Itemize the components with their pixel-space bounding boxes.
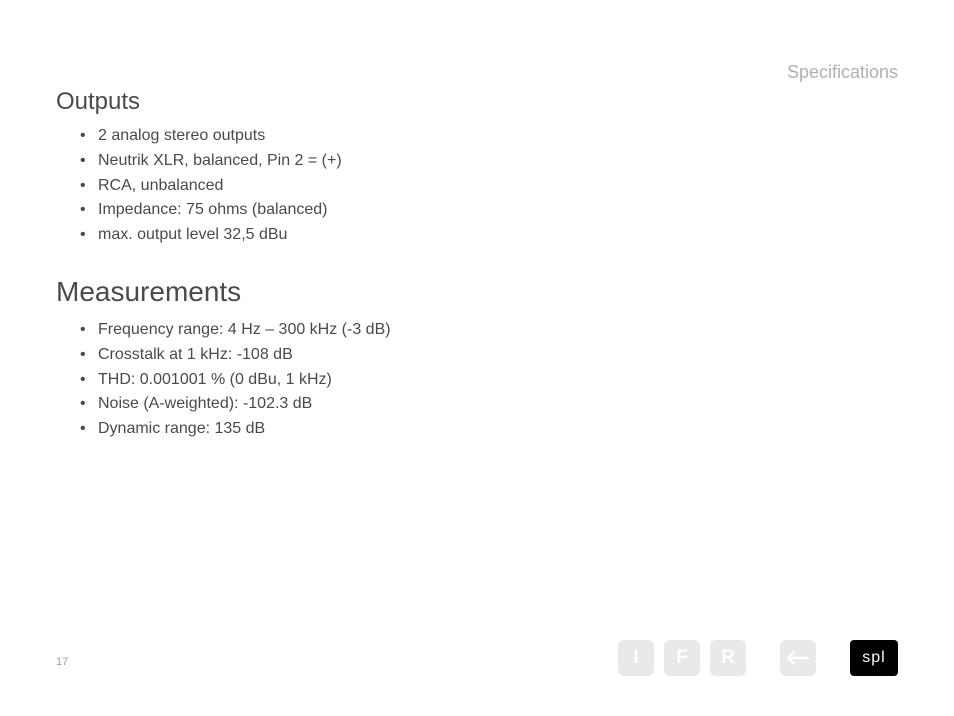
footer-badges: I F R spl [618, 640, 898, 676]
list-item: Frequency range: 4 Hz – 300 kHz (-3 dB) [98, 318, 676, 343]
list-item: 2 analog stereo outputs [98, 124, 676, 149]
list-item: Noise (A-weighted): -102.3 dB [98, 392, 676, 417]
list-item: max. output level 32,5 dBu [98, 223, 676, 248]
list-item: Dynamic range: 135 dB [98, 417, 676, 442]
list-item: RCA, unbalanced [98, 174, 676, 199]
badge-r[interactable]: R [710, 640, 746, 676]
spl-logo: spl [850, 640, 898, 676]
measurements-list: Frequency range: 4 Hz – 300 kHz (-3 dB) … [56, 318, 676, 442]
badge-spacer [826, 640, 840, 676]
content-area: Outputs 2 analog stereo outputs Neutrik … [56, 88, 676, 442]
footer: 17 I F R spl [0, 632, 954, 676]
list-item: Neutrik XLR, balanced, Pin 2 = (+) [98, 149, 676, 174]
measurements-title: Measurements [56, 276, 676, 308]
badge-i[interactable]: I [618, 640, 654, 676]
list-item: Crosstalk at 1 kHz: -108 dB [98, 343, 676, 368]
back-arrow-icon[interactable] [780, 640, 816, 676]
badge-spacer [756, 640, 770, 676]
badge-f[interactable]: F [664, 640, 700, 676]
section-header: Specifications [787, 62, 898, 83]
outputs-title: Outputs [56, 88, 676, 116]
page-number: 17 [56, 656, 68, 668]
list-item: THD: 0.001001 % (0 dBu, 1 kHz) [98, 368, 676, 393]
outputs-list: 2 analog stereo outputs Neutrik XLR, bal… [56, 124, 676, 248]
list-item: Impedance: 75 ohms (balanced) [98, 198, 676, 223]
